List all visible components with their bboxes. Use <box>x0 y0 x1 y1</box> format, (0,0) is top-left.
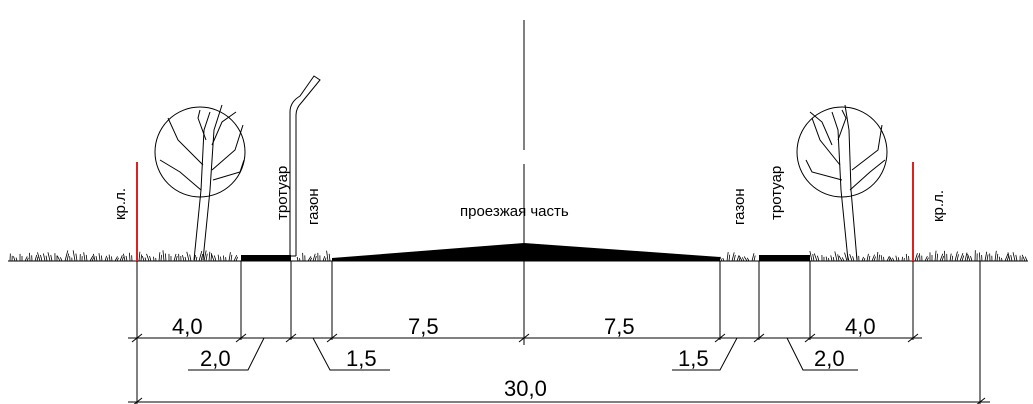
tree-left <box>154 104 246 261</box>
grass-hatching <box>9 250 1028 262</box>
red-line-right-label: кр.л. <box>930 190 947 222</box>
red-line-left-label: кр.л. <box>112 188 129 220</box>
carriageway-surface <box>332 243 720 261</box>
lawn-left-label: газон <box>305 188 322 225</box>
extension-lines <box>136 261 981 404</box>
tree-right <box>796 104 888 261</box>
sidewalk-left-label: тротуар <box>274 166 291 220</box>
leader-lines <box>188 337 858 371</box>
sidewalk-right-surface <box>759 255 810 261</box>
dim-left-strip: 4,0 <box>172 314 203 339</box>
dim-sidewalk-left: 2,0 <box>200 346 231 371</box>
dim-sidewalk-right: 2,0 <box>814 346 845 371</box>
dimension-ticks <box>131 333 919 343</box>
dim-lane-left: 7,5 <box>408 314 439 339</box>
dim-lane-right: 7,5 <box>604 314 635 339</box>
lawn-right-label: газон <box>731 188 748 225</box>
sidewalk-left-surface <box>241 255 291 261</box>
dim-lawn-right: 1,5 <box>678 346 709 371</box>
street-lamp <box>289 75 321 257</box>
dim-right-strip: 4,0 <box>845 314 876 339</box>
dim-lawn-left: 1,5 <box>346 346 377 371</box>
sidewalk-right-label: тротуар <box>768 166 785 220</box>
dim-total-width: 30,0 <box>504 376 547 401</box>
carriageway-label: проезжая часть <box>460 203 569 220</box>
